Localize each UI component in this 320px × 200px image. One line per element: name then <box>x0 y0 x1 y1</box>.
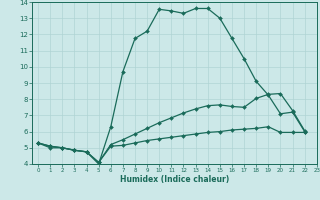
X-axis label: Humidex (Indice chaleur): Humidex (Indice chaleur) <box>120 175 229 184</box>
